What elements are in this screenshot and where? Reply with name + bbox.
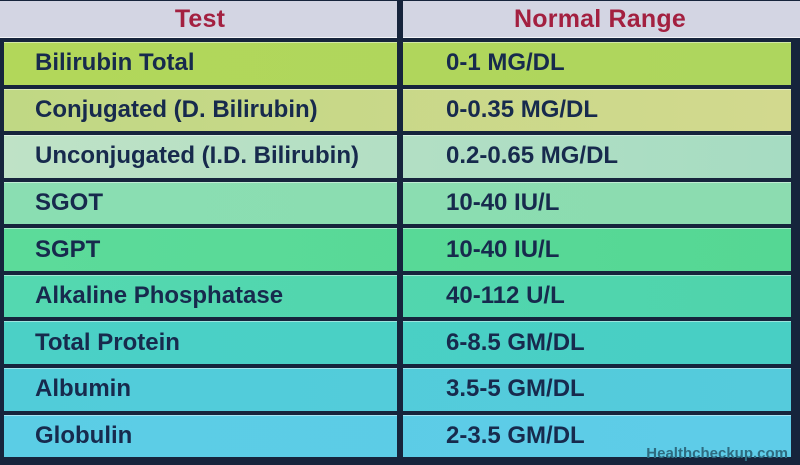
test-name-cell: Bilirubin Total [35,49,195,77]
watermark: Healthcheckup.com [646,445,788,462]
test-name-cell: Albumin [35,375,131,403]
column-divider [397,0,403,465]
column-header-normal-range: Normal Range [514,5,686,33]
test-name-cell: Conjugated (D. Bilirubin) [35,95,318,123]
test-name-cell: Globulin [35,421,133,449]
normal-range-cell: 40-112 U/L [446,282,565,310]
normal-range-cell: 10-40 IU/L [446,235,560,263]
normal-range-cell: 6-8.5 GM/DL [446,328,585,356]
normal-range-cell: 3.5-5 GM/DL [446,375,585,403]
table-row: Conjugated (D. Bilirubin) 0-0.35 MG/DL [4,88,791,132]
test-name-cell: Unconjugated (I.D. Bilirubin) [35,142,359,170]
test-name-cell: SGPT [35,235,101,263]
test-name-cell: Total Protein [35,328,180,356]
normal-range-cell: 0-0.35 MG/DL [446,95,599,123]
normal-range-cell: 2-3.5 GM/DL [446,421,585,449]
test-name-cell: Alkaline Phosphatase [35,282,284,310]
test-name-cell: SGOT [35,188,104,216]
normal-range-cell: 0.2-0.65 MG/DL [446,142,619,170]
column-header-test: Test [174,5,226,33]
normal-range-cell: 0-1 MG/DL [446,49,565,77]
normal-range-cell: 10-40 IU/L [446,188,560,216]
